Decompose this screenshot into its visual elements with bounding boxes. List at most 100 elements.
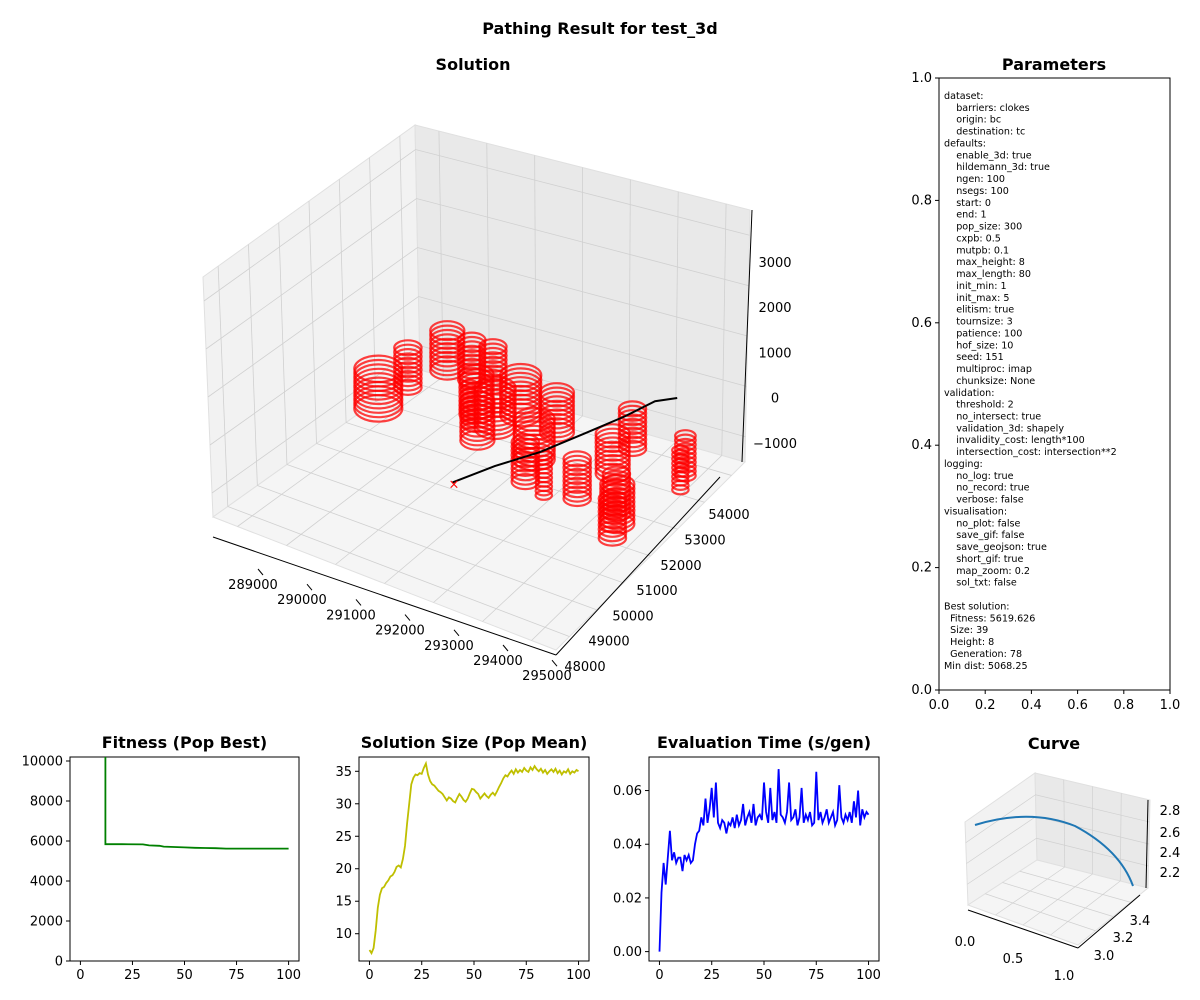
series-line — [658, 769, 870, 952]
x-tick-label: 50 — [466, 968, 483, 983]
gridline — [203, 149, 750, 302]
barriers — [353, 320, 697, 547]
solution-size-chart: Solution Size (Pop Mean) 0 25 50 75 100 10 15 20… — [335, 733, 591, 983]
x-tick-label: 0.0 — [929, 698, 950, 713]
x-tick-label: 25 — [124, 968, 141, 983]
y-tick-label: 0.0 — [911, 683, 932, 698]
barrier — [534, 450, 554, 501]
curve-line — [974, 815, 1134, 887]
x-tick-mark — [502, 644, 509, 652]
parameter-line: elitism: true — [944, 305, 1014, 316]
x-tick-label: 0.2 — [975, 698, 996, 713]
gridline — [227, 506, 570, 637]
parameter-line: Fitness: 5619.626 — [944, 613, 1035, 624]
y-tick-label: 3.0 — [1094, 949, 1115, 964]
z-tick-label: −1000 — [753, 437, 797, 452]
x-tick-label: 100 — [856, 968, 881, 983]
y-tick-label: 51000 — [636, 584, 677, 599]
parameter-line: hof_size: 10 — [944, 340, 1013, 351]
y-tick-label: 25 — [335, 830, 352, 845]
x-tick-label: 25 — [703, 968, 720, 983]
solution-tick-labels: 2890002900002910002920002930002940002950… — [228, 256, 797, 684]
x-tick-label: 289000 — [228, 578, 278, 593]
gridline — [967, 837, 1149, 885]
barrier — [597, 489, 628, 547]
parameter-line: max_length: 80 — [944, 269, 1031, 280]
parameters-axes — [938, 77, 1171, 691]
barrier — [429, 320, 466, 381]
y-tick-label: 53000 — [684, 534, 725, 549]
x-tick-label: 290000 — [277, 593, 327, 608]
plot-area — [69, 756, 300, 962]
parameter-line: save_geojson: true — [944, 542, 1047, 553]
evaluation-time-chart: Evaluation Time (s/gen) 0 25 50 75 100 0.00 0.0… — [613, 733, 881, 983]
y-tick-label: 0.8 — [911, 193, 932, 208]
gridline — [257, 485, 597, 611]
x-tick-label: 50 — [756, 968, 773, 983]
parameter-line: save_gif: false — [944, 530, 1024, 541]
parameters-text: dataset: barriers: clokes origin: bc des… — [944, 91, 1117, 672]
barrier — [538, 382, 576, 443]
parameter-line: logging: — [944, 459, 983, 470]
origin-marker: × — [449, 477, 460, 492]
y-tick-label: 3.4 — [1130, 914, 1151, 929]
y-tick-label: 0.00 — [613, 945, 642, 960]
x-tick-label: 291000 — [326, 608, 376, 623]
parameter-line: Min dist: 5068.25 — [944, 661, 1028, 672]
fitness-chart: Fitness (Pop Best) 0 25 50 75 100 0 2000 4000 600… — [22, 733, 301, 983]
x-tick-label: 0 — [365, 968, 373, 983]
parameter-line: dataset: — [944, 91, 984, 102]
curve-z-axis — [1145, 799, 1149, 889]
path-layer: × — [449, 397, 678, 492]
y-tick-label: 6000 — [30, 835, 63, 850]
parameter-line: mutpb: 0.1 — [944, 245, 1009, 256]
gridline — [1019, 870, 1131, 903]
curve-tick-labels: 0.0 0.5 1.0 3.0 3.2 3.4 2.2 2.4 2.6 2.8 — [955, 804, 1181, 984]
z-tick-label: 2.8 — [1160, 804, 1181, 819]
y-tick-label: 4000 — [30, 875, 63, 890]
x-tick-label: 0.6 — [1067, 698, 1088, 713]
plot-area — [358, 756, 590, 962]
solution-path — [452, 397, 678, 484]
parameter-line: invalidity_cost: length*100 — [944, 435, 1085, 446]
x-tick-label: 100 — [276, 968, 301, 983]
x-tick-mark — [355, 599, 362, 606]
gridline — [286, 464, 624, 584]
gridline — [1050, 880, 1121, 936]
barrier — [393, 339, 423, 396]
parameter-line: enable_3d: true — [944, 150, 1032, 161]
x-tick-label: 0.0 — [955, 935, 976, 950]
x-tick-label: 0.5 — [1003, 952, 1024, 967]
x-tick-mark — [404, 614, 411, 621]
z-tick-label: 2.2 — [1160, 866, 1181, 881]
chart-title: Fitness (Pop Best) — [102, 733, 268, 752]
x-axis-line — [212, 536, 557, 656]
parameter-line: pop_size: 300 — [944, 222, 1022, 233]
y-tick-label: 0.4 — [911, 438, 932, 453]
gridline — [205, 198, 749, 350]
curve-y-axis — [1077, 894, 1141, 949]
parameter-line: no_plot: false — [944, 518, 1021, 529]
parameter-line: Best solution: — [944, 601, 1010, 612]
barrier — [671, 444, 690, 496]
x-tick-label: 50 — [176, 968, 193, 983]
solution-title: Solution — [436, 55, 511, 74]
y-tick-label: 0.2 — [911, 561, 932, 576]
gridline — [316, 443, 651, 557]
gridline — [965, 794, 1150, 844]
gridline — [209, 296, 747, 446]
parameter-line: threshold: 2 — [944, 400, 1014, 411]
parameter-line: Generation: 78 — [944, 649, 1022, 660]
barrier — [562, 450, 592, 508]
x-tick-mark — [257, 568, 264, 576]
y-tick-label: 30 — [335, 797, 352, 812]
y-tick-label: 48000 — [564, 660, 605, 675]
gridline — [207, 247, 748, 398]
y-tick-label: 0.02 — [613, 891, 642, 906]
x-tick-label: 0 — [655, 968, 663, 983]
z-axis-line — [741, 209, 753, 463]
x-tick-mark — [306, 583, 313, 591]
parameter-line: end: 1 — [944, 210, 987, 221]
parameter-line: visualisation: — [944, 506, 1007, 517]
chart-title: Evaluation Time (s/gen) — [657, 733, 871, 752]
